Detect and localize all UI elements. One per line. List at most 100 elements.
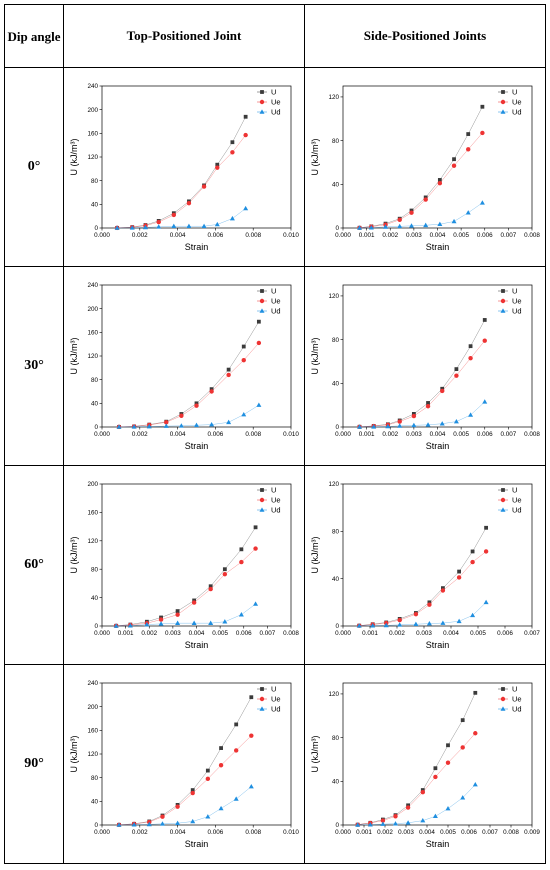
data-point-Ue [483, 549, 489, 554]
data-point-Ud [385, 423, 391, 429]
x-tick-label: 0.010 [283, 431, 299, 438]
series-line-Ud [359, 401, 485, 428]
data-point-Ud [383, 224, 389, 229]
series-line-Ud [119, 786, 252, 826]
data-point-Ud [465, 210, 471, 215]
data-point-U [457, 569, 461, 574]
data-point-U [480, 104, 485, 109]
y-tick-label: 120 [328, 293, 339, 300]
data-point-Ud [426, 621, 432, 626]
legend-marker [500, 99, 506, 105]
data-point-Ue [413, 611, 419, 617]
series-line-Ue [119, 342, 260, 428]
legend-marker [260, 488, 264, 492]
data-point-Ud [209, 422, 215, 427]
y-tick-label: 200 [87, 481, 98, 488]
y-tick-label: 240 [87, 680, 98, 687]
data-point-Ue [380, 818, 386, 823]
series-line-U [359, 319, 485, 428]
plot-cell: 0.000 0.002 0.004 0.006 0.008 0.010 0 40 80 120 16… [63, 67, 305, 267]
x-tick-label: 0.007 [500, 431, 516, 438]
data-point-Ud [440, 620, 446, 625]
legend-label: Ue [271, 695, 281, 704]
chart-0-top: 0.000 0.002 0.004 0.006 0.008 0.010 0 40 80 120 16… [69, 83, 299, 252]
y-axis-label: U (kJ/m³) [69, 139, 79, 176]
y-tick-label: 0 [94, 623, 98, 630]
data-point-Ue [209, 389, 214, 394]
data-point-Ue [460, 745, 465, 750]
x-tick-label: 0.003 [416, 630, 432, 637]
y-tick-label: 40 [332, 779, 340, 786]
data-point-Ud [243, 205, 249, 211]
x-tick-label: 0.002 [377, 829, 393, 836]
y-tick-label: 200 [87, 704, 98, 711]
legend-marker [259, 109, 265, 114]
x-tick-label: 0.000 [335, 829, 351, 836]
chart-30-side: 0.000 0.001 0.002 0.003 0.004 0.005 0.006 0.007… [310, 284, 540, 451]
figure-table: Dip angle Top-Positioned Joint Side-Posi… [4, 4, 546, 864]
data-point-Ud [357, 424, 363, 429]
data-point-Ue [243, 132, 248, 138]
data-point-Ud [383, 622, 389, 628]
plot-cell: 0.000 0.001 0.002 0.003 0.004 0.005 0.006 0.007… [304, 266, 546, 466]
x-tick-label: 0.005 [470, 630, 486, 637]
x-tick-label: 0.000 [94, 829, 110, 836]
data-point-Ud [453, 418, 459, 424]
data-point-Ud [393, 821, 398, 826]
x-tick-label: 0.006 [208, 232, 224, 239]
data-point-U [452, 157, 456, 162]
y-tick-label: 120 [87, 538, 98, 545]
series-line-U [359, 527, 487, 626]
header-row: Dip angle Top-Positioned Joint Side-Posi… [4, 4, 546, 68]
data-point-Ue [409, 210, 414, 215]
x-tick-label: 0.006 [208, 829, 224, 836]
data-point-Ud [218, 805, 224, 811]
x-tick-label: 0.000 [335, 232, 351, 239]
plot-cell: 0.000 0.002 0.004 0.006 0.008 0.010 0 40 80 120 16… [63, 664, 305, 864]
y-tick-label: 40 [91, 595, 99, 602]
x-axis-label: Strain [426, 839, 450, 849]
series-line-Ud [116, 603, 256, 627]
data-point-Ud [409, 223, 415, 228]
data-point-Ud [371, 424, 377, 429]
data-point-U [194, 401, 199, 406]
y-axis-label: U (kJ/m³) [310, 736, 320, 773]
legend-label: U [271, 685, 276, 694]
series-line-U [118, 697, 252, 826]
data-point-Ue [397, 217, 402, 223]
data-point-U [427, 600, 432, 605]
y-tick-label: 0 [335, 424, 339, 431]
series-line-Ue [359, 551, 487, 626]
data-point-U [241, 344, 246, 349]
data-point-U [466, 132, 471, 136]
data-point-Ud [191, 620, 197, 625]
y-tick-label: 40 [91, 799, 99, 806]
y-tick-label: 0 [94, 424, 98, 431]
data-point-Ue [454, 373, 459, 378]
x-tick-label: 0.000 [335, 431, 351, 438]
y-tick-label: 160 [87, 131, 98, 138]
legend-label: Ud [512, 506, 522, 515]
data-point-U [454, 367, 459, 372]
data-point-U [470, 549, 475, 554]
data-point-Ud [159, 821, 165, 826]
x-tick-label: 0.006 [208, 431, 224, 438]
plot-cell: 0.000 0.002 0.004 0.006 0.008 0.010 0 40 80 120 16… [63, 266, 305, 466]
row-60: 60° 0.000 0.001 0.002 0.003 0.004 0.005 0.006 0… [4, 465, 546, 665]
data-point-Ud [146, 821, 152, 827]
data-point-Ud [175, 820, 181, 826]
data-point-Ud [460, 795, 466, 800]
y-tick-label: 80 [91, 377, 99, 384]
data-point-Ud [127, 623, 133, 628]
y-tick-label: 200 [87, 107, 98, 114]
x-tick-label: 0.005 [212, 630, 228, 637]
x-tick-label: 0.000 [94, 431, 110, 438]
data-point-Ud [413, 621, 419, 627]
data-point-Ue [205, 776, 211, 782]
x-tick-label: 0.004 [170, 232, 186, 239]
legend-marker [260, 687, 264, 691]
x-tick-label: 0.008 [524, 431, 540, 438]
legend-label: Ud [271, 705, 281, 714]
data-point-Ue [420, 790, 425, 795]
data-point-U [219, 746, 223, 750]
